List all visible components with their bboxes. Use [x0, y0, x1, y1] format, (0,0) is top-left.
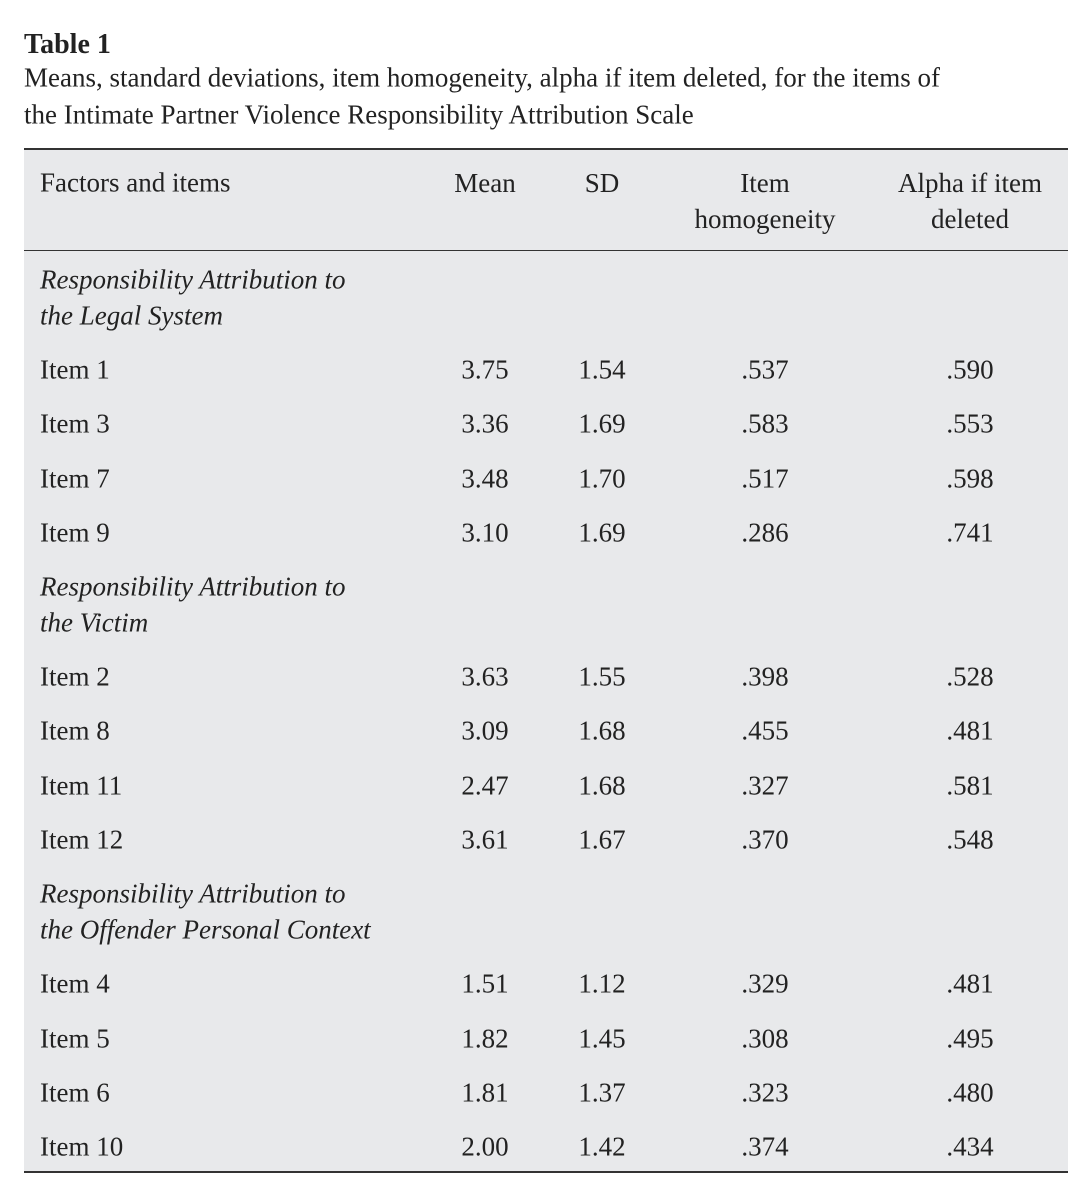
column-header: Alpha if item deleted	[898, 168, 1042, 234]
cell: .598	[946, 463, 994, 494]
cell: 1.42	[578, 1131, 626, 1162]
row-label: Item 5	[40, 1023, 110, 1054]
cell: 3.36	[461, 408, 509, 439]
table-title: Table 1	[24, 29, 111, 60]
cell: .553	[946, 408, 994, 439]
caption-line: Means, standard deviations, item homogen…	[24, 62, 940, 93]
cell: .370	[741, 824, 789, 855]
cell: 1.69	[578, 517, 626, 548]
cell: .398	[741, 661, 789, 692]
caption-line: the Intimate Partner Violence Responsibi…	[24, 99, 694, 130]
cell: 1.70	[578, 463, 626, 494]
cell: .374	[741, 1131, 789, 1162]
cell: .590	[946, 354, 994, 385]
cell: .481	[946, 715, 994, 746]
cell: 1.69	[578, 408, 626, 439]
cell: 3.09	[461, 715, 509, 746]
cell: .481	[946, 968, 994, 999]
cell: .583	[741, 408, 789, 439]
row-label: Item 4	[40, 968, 110, 999]
cell: .455	[741, 715, 789, 746]
cell: .495	[946, 1023, 994, 1054]
cell: 1.51	[461, 968, 509, 999]
table-background	[24, 148, 1068, 1173]
cell: 1.55	[578, 661, 626, 692]
cell: .434	[946, 1131, 994, 1162]
cell: .480	[946, 1077, 994, 1108]
section-heading: Responsibility Attribution to	[40, 571, 346, 602]
cell: .323	[741, 1077, 789, 1108]
cell: 3.75	[461, 354, 509, 385]
cell: 1.67	[578, 824, 626, 855]
cell: .327	[741, 770, 789, 801]
cell: 1.81	[461, 1077, 509, 1108]
cell: 1.12	[578, 968, 626, 999]
column-header: SD	[584, 168, 620, 198]
cell: 2.47	[461, 770, 509, 801]
cell: 3.48	[461, 463, 509, 494]
cell: 1.68	[578, 715, 626, 746]
cell: .581	[946, 770, 994, 801]
cell: .329	[741, 968, 789, 999]
row-label: Item 1	[40, 354, 110, 385]
row-label: Item 6	[40, 1077, 110, 1108]
row-label: Item 11	[40, 770, 123, 801]
cell: .741	[946, 517, 994, 548]
cell: .528	[946, 661, 994, 692]
header-rule	[24, 250, 1068, 251]
section-heading: Responsibility Attribution to	[40, 878, 346, 909]
cell: .286	[741, 517, 789, 548]
section-heading: the Offender Personal Context	[40, 914, 371, 945]
cell: 2.00	[461, 1131, 509, 1162]
row-label: Item 9	[40, 517, 110, 548]
column-header: Factors and items	[40, 167, 231, 198]
cell: 3.10	[461, 517, 509, 548]
cell: .308	[741, 1023, 789, 1054]
section-heading: the Legal System	[40, 300, 223, 331]
cell: 3.63	[461, 661, 509, 692]
row-label: Item 7	[40, 463, 110, 494]
cell: 3.61	[461, 824, 509, 855]
row-label: Item 3	[40, 408, 110, 439]
section-heading: Responsibility Attribution to	[40, 264, 346, 295]
cell: 1.82	[461, 1023, 509, 1054]
cell: 1.54	[578, 354, 626, 385]
row-label: Item 10	[40, 1131, 124, 1162]
row-label: Item 2	[40, 661, 110, 692]
cell: 1.68	[578, 770, 626, 801]
cell: .517	[741, 463, 789, 494]
row-label: Item 12	[40, 824, 124, 855]
section-heading: the Victim	[40, 607, 149, 638]
cell: 1.37	[578, 1077, 626, 1108]
cell: 1.45	[578, 1023, 626, 1054]
cell: .537	[741, 354, 789, 385]
column-header: Mean	[454, 168, 516, 198]
column-header: Item homogeneity	[694, 168, 836, 234]
row-label: Item 8	[40, 715, 110, 746]
cell: .548	[946, 824, 994, 855]
